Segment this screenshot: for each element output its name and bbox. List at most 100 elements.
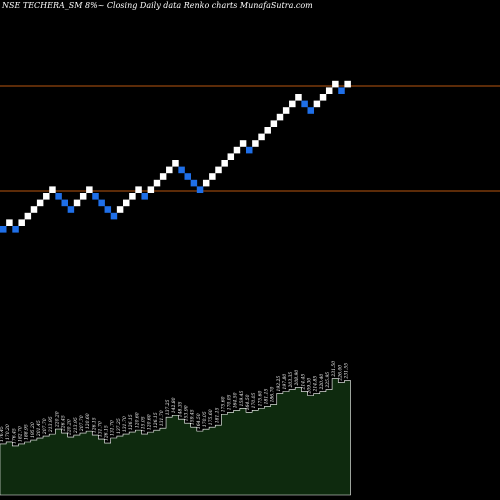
volume-value-label: 220.40	[319, 374, 325, 391]
volume-value-label: 220.20	[54, 411, 60, 428]
renko-brick-down	[104, 206, 112, 213]
renko-brick-up	[209, 173, 216, 180]
volume-value-label: 188.95	[24, 424, 30, 440]
renko-brick-up	[147, 186, 155, 193]
renko-brick-up	[221, 160, 228, 167]
renko-brick-up	[159, 173, 167, 180]
volume-value-label: 115.05	[140, 416, 146, 432]
renko-brick-up	[49, 186, 56, 193]
volume-value-label: 164.50	[196, 413, 202, 429]
volume-value-label: 137.25	[165, 399, 171, 415]
volume-value-label: 126.15	[91, 417, 97, 433]
renko-brick-up	[215, 166, 222, 174]
volume-value-label: 203.35	[288, 372, 294, 389]
volume-value-label: 175.60	[257, 390, 263, 406]
volume-value-label: 207.70	[79, 415, 85, 432]
volume-value-label: 208.90	[294, 370, 300, 387]
volume-value-label: 170.05	[202, 411, 208, 427]
volume-value-label: 142.80	[171, 397, 177, 413]
renko-brick-down	[0, 226, 7, 233]
renko-brick-up	[153, 179, 161, 187]
renko-brick-up	[282, 107, 290, 114]
volume-value-label: 226.45	[61, 415, 67, 432]
renko-brick-up	[344, 80, 351, 88]
volume-value-label: 126.15	[153, 412, 159, 428]
renko-brick-down	[196, 186, 204, 193]
renko-bricks-group	[0, 80, 351, 233]
volume-value-label: 137.25	[116, 418, 122, 434]
renko-brick-down	[307, 107, 314, 114]
renko-brick-down	[110, 212, 118, 220]
volume-value-label: 120.60	[134, 412, 140, 428]
renko-brick-up	[295, 94, 302, 101]
renko-brick-down	[92, 193, 99, 200]
renko-brick-down	[98, 199, 105, 207]
renko-brick-up	[129, 193, 136, 200]
renko-brick-down	[301, 100, 308, 108]
renko-brick-up	[252, 140, 259, 147]
renko-brick-down	[184, 173, 191, 180]
renko-brick-up	[313, 100, 321, 108]
volume-value-label: 213.95	[73, 417, 79, 434]
volume-value-label: 214.45	[300, 374, 306, 391]
volume-value-label: 181.15	[214, 407, 220, 423]
renko-brick-down	[55, 193, 62, 200]
chart-title: NSE TECHERA_SM 8%~ Closing Daily data Re…	[1, 1, 313, 10]
renko-brick-up	[276, 113, 284, 121]
renko-brick-up	[79, 193, 87, 200]
volume-value-label: 176.45	[0, 426, 5, 442]
volume-value-label: 131.70	[110, 420, 116, 436]
renko-brick-up	[18, 219, 25, 226]
renko-brick-down	[190, 179, 198, 187]
volume-value-label: 226.00	[337, 365, 343, 382]
volume-value-label: 170.05	[227, 394, 233, 410]
renko-brick-down	[61, 199, 68, 207]
volume-area	[0, 378, 351, 496]
volume-value-label: 176.45	[11, 428, 17, 444]
volume-value-label: 170.05	[251, 392, 257, 408]
volume-value-label: 220.20	[67, 419, 73, 436]
volume-value-label: 209.30	[307, 378, 313, 395]
volume-value-label: 197.80	[282, 374, 288, 390]
renko-brick-up	[233, 146, 241, 154]
volume-value-label: 195.20	[30, 422, 36, 438]
renko-brick-up	[73, 199, 81, 207]
volume-area-group: 176.45 170.20 176.45 182.70 188.95 195.20 201.…	[0, 361, 351, 496]
volume-value-label: 207.70	[42, 418, 48, 435]
volume-value-label: 120.60	[85, 413, 91, 429]
renko-brick-up	[227, 153, 235, 160]
volume-value-label: 201.45	[36, 420, 42, 437]
renko-brick-up	[135, 186, 142, 193]
volume-value-label: 120.60	[147, 414, 153, 430]
volume-value-label: 214.85	[313, 376, 319, 393]
volume-value-label: 213.95	[48, 416, 54, 433]
renko-brick-up	[6, 219, 13, 226]
renko-brick-down	[141, 193, 148, 200]
renko-brick-up	[239, 140, 247, 147]
volume-value-label: 159.45	[190, 409, 196, 425]
volume-value-label: 131.70	[159, 410, 165, 426]
volume-value-label: 164.50	[233, 392, 239, 408]
renko-brick-up	[258, 133, 265, 141]
volume-value-label: 148.35	[177, 401, 183, 417]
volume-value-label: 175.60	[220, 396, 226, 412]
renko-brick-up	[123, 199, 130, 207]
volume-value-label: 231.55	[343, 363, 349, 380]
volume-value-label: 164.50	[245, 394, 251, 410]
volume-value-label: 126.15	[128, 414, 134, 430]
volume-value-label: 170.20	[5, 424, 11, 440]
volume-value-label: 159.45	[239, 390, 245, 406]
renko-brick-up	[86, 186, 93, 193]
renko-brick-up	[166, 166, 173, 174]
renko-brick-up	[36, 199, 44, 207]
renko-brick-down	[12, 226, 19, 233]
renko-brick-up	[30, 206, 38, 213]
renko-brick-down	[246, 146, 253, 154]
renko-brick-up	[289, 100, 296, 108]
renko-brick-down	[67, 206, 75, 213]
volume-value-label: 175.60	[208, 409, 214, 425]
volume-value-label: 153.90	[184, 405, 190, 421]
renko-brick-up	[43, 193, 50, 200]
volume-value-label: 186.70	[270, 387, 276, 403]
volume-value-label: 126.15	[104, 425, 110, 441]
